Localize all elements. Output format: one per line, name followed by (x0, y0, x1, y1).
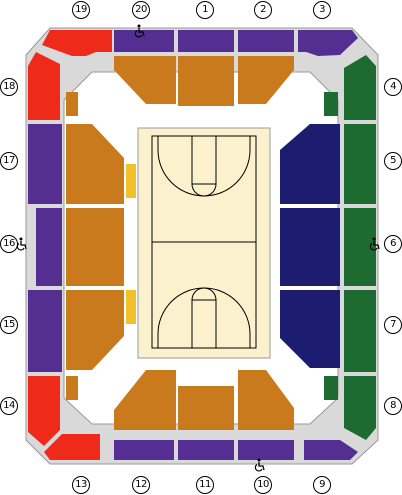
section-19-seats[interactable] (42, 30, 112, 56)
lower-left-small-top (66, 92, 78, 116)
section-label-10[interactable]: 10 (254, 476, 272, 494)
section-14-seats[interactable] (28, 376, 60, 446)
lower-top-left-block (114, 56, 176, 104)
section-label-17[interactable]: 17 (0, 152, 18, 170)
section-label-14[interactable]: 14 (0, 397, 18, 415)
section-20-seats[interactable] (114, 30, 174, 52)
lower-bottom-left-block (114, 370, 176, 430)
section-15-seats[interactable] (28, 290, 62, 372)
section-10-seats[interactable] (238, 440, 294, 460)
section-5-seats[interactable] (344, 124, 376, 204)
lower-left-upper-block (66, 124, 124, 204)
lower-right-lower-block (280, 290, 340, 368)
top-three-point-arc (157, 136, 251, 197)
lower-right-small-bottom (324, 376, 338, 400)
bottom-key (191, 299, 217, 349)
section-2-seats[interactable] (238, 30, 294, 52)
section-8-seats[interactable] (344, 376, 376, 440)
wheelchair-icon (369, 237, 380, 251)
section-label-7[interactable]: 7 (384, 316, 402, 334)
section-7-seats[interactable] (344, 290, 376, 372)
lower-left-mid-block (66, 208, 124, 286)
section-4-seats[interactable] (344, 55, 376, 120)
bottom-three-point-arc (157, 287, 251, 348)
courtside-seating-bottom (126, 290, 136, 324)
section-label-4[interactable]: 4 (384, 78, 402, 96)
lower-right-small-top (324, 92, 338, 116)
section-label-20[interactable]: 20 (132, 1, 150, 19)
section-11-seats[interactable] (178, 440, 234, 460)
basketball-court (137, 127, 271, 359)
section-label-12[interactable]: 12 (132, 476, 150, 494)
section-label-18[interactable]: 18 (0, 78, 18, 96)
section-12-seats[interactable] (114, 440, 174, 460)
wheelchair-icon (16, 237, 27, 251)
section-label-13[interactable]: 13 (72, 476, 90, 494)
top-key (191, 135, 217, 185)
lower-top-center-block (178, 56, 234, 106)
section-label-11[interactable]: 11 (196, 476, 214, 494)
lower-right-upper-block (280, 124, 340, 204)
wheelchair-icon (254, 458, 265, 472)
section-label-6[interactable]: 6 (384, 235, 402, 253)
section-label-9[interactable]: 9 (313, 476, 331, 494)
section-16-seats[interactable] (36, 208, 62, 286)
section-label-16[interactable]: 16 (0, 235, 18, 253)
section-label-5[interactable]: 5 (384, 152, 402, 170)
section-9-seats[interactable] (304, 440, 358, 460)
lower-top-right-block (238, 56, 294, 104)
lower-bottom-center-block (178, 386, 234, 430)
courtside-seating-top (126, 164, 136, 198)
section-label-1[interactable]: 1 (196, 1, 214, 19)
wheelchair-icon (134, 24, 145, 38)
section-label-8[interactable]: 8 (384, 397, 402, 415)
section-18-seats[interactable] (28, 52, 60, 120)
lower-left-small-bottom (66, 376, 78, 400)
lower-right-mid-block (280, 208, 340, 286)
section-label-15[interactable]: 15 (0, 316, 18, 334)
section-1-seats[interactable] (178, 30, 234, 52)
section-label-19[interactable]: 19 (72, 1, 90, 19)
section-label-2[interactable]: 2 (254, 1, 272, 19)
section-label-3[interactable]: 3 (313, 1, 331, 19)
section-13-seats[interactable] (44, 434, 100, 460)
lower-left-lower-block (66, 290, 124, 370)
section-17-seats[interactable] (28, 124, 62, 204)
section-3-seats[interactable] (298, 30, 358, 56)
lower-bottom-right-block (238, 370, 294, 430)
